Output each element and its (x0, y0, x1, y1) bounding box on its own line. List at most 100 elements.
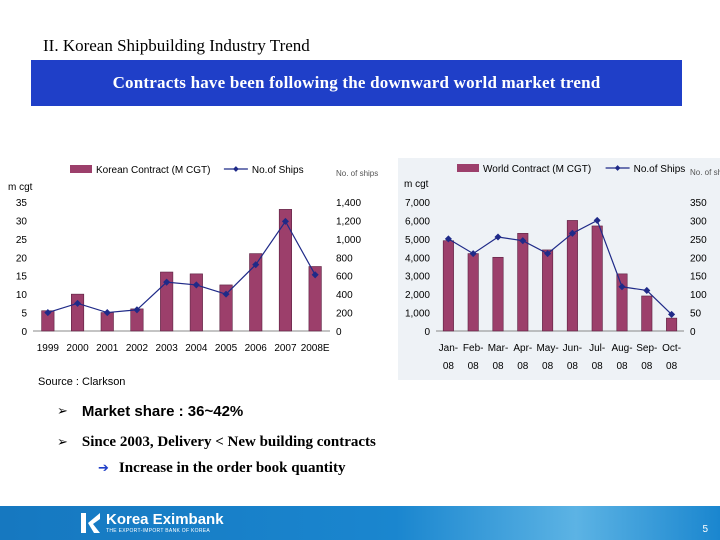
contract-bar (641, 295, 653, 332)
y-tick-label-left: 35 (16, 198, 28, 209)
contract-bar (308, 266, 322, 332)
y-tick-label-right: 350 (690, 198, 707, 209)
contract-bar (616, 273, 628, 332)
ships-point-marker (222, 290, 230, 298)
contract-bar (591, 225, 603, 332)
y-tick-label-left: 7,000 (405, 198, 430, 209)
y-tick-label-left: 1,000 (405, 309, 430, 320)
y-tick-label-right: 250 (690, 235, 707, 246)
x-tick-label: 2003 (156, 343, 179, 354)
x-tick-label: 2001 (96, 343, 119, 354)
ships-point-marker (252, 261, 260, 269)
ships-line (47, 220, 316, 314)
contract-bar (442, 240, 454, 332)
y-tick-label-right: 1,000 (336, 235, 361, 246)
ships-point-marker (668, 310, 676, 318)
footer-bar (0, 506, 720, 540)
contract-bar (467, 253, 479, 332)
legend-bar-label: World Contract (M CGT) (483, 164, 591, 175)
x-tick-label: Jan-08 (439, 343, 458, 372)
slide-title: II. Korean Shipbuilding Industry Trend (43, 36, 310, 55)
y-tick-label-left: 5,000 (405, 235, 430, 246)
source-note: Source : Clarkson (38, 376, 126, 388)
right-axis-unit-label: No. of ships (690, 168, 720, 177)
y-tick-label-left: 5 (21, 309, 27, 320)
y-tick-label-left: 2,000 (405, 290, 430, 301)
ships-point-marker (74, 299, 82, 307)
x-tick-label: 2002 (126, 343, 149, 354)
left-axis-unit-label: m cgt (404, 179, 429, 190)
y-tick-label-right: 1,400 (336, 198, 361, 209)
y-tick-label-right: 50 (690, 309, 702, 320)
y-tick-label-left: 3,000 (405, 272, 430, 283)
contract-bar (492, 256, 504, 332)
y-tick-label-left: 10 (16, 290, 28, 301)
y-tick-label-right: 0 (336, 327, 342, 338)
right-arrow-icon: ➔ (98, 461, 109, 476)
bullet-text: Market share : 36~42% (81, 403, 244, 420)
y-tick-label-right: 300 (690, 216, 707, 227)
ships-point-marker (444, 235, 452, 243)
ships-point-marker (281, 217, 289, 225)
legend-line-marker (233, 166, 239, 172)
bullet-arrow-icon: ➢ (57, 404, 68, 419)
legend-bar-swatch (457, 164, 479, 172)
x-tick-label: Jul-08 (589, 343, 605, 372)
logo-tagline: THE EXPORT-IMPORT BANK OF KOREA (106, 528, 211, 534)
korea-eximbank-logo-icon (81, 513, 100, 533)
ships-point-marker (593, 216, 601, 224)
ships-point-marker (568, 229, 576, 237)
y-tick-label-right: 400 (336, 290, 353, 301)
ships-point-marker (192, 281, 200, 289)
contract-bar (71, 293, 85, 332)
x-tick-label: 2008E (301, 343, 330, 354)
y-tick-label-right: 150 (690, 272, 707, 283)
x-tick-label: Oct-08 (662, 343, 681, 372)
y-tick-label-left: 30 (16, 216, 28, 227)
bullet-text: Increase in the order book quantity (118, 460, 346, 476)
x-tick-label: 1999 (37, 343, 60, 354)
legend-line-label: No.of Ships (634, 164, 686, 175)
right-axis-unit-label: No. of ships (336, 169, 378, 178)
page-number: 5 (702, 524, 708, 535)
headline-banner: Contracts have been following the downwa… (31, 60, 682, 106)
ships-point-marker (519, 237, 527, 245)
legend-bar-swatch (70, 165, 92, 173)
x-tick-label: Jun-08 (563, 343, 582, 372)
y-tick-label-right: 200 (336, 309, 353, 320)
ships-point-marker (311, 271, 319, 279)
ships-point-marker (618, 283, 626, 291)
bullet-arrow-icon: ➢ (57, 435, 68, 450)
legend-line-label: No.of Ships (252, 165, 304, 176)
y-tick-label-right: 1,200 (336, 216, 361, 227)
contract-bar (249, 253, 263, 332)
contract-bar (278, 209, 292, 332)
x-tick-label: 2006 (245, 343, 268, 354)
x-tick-label: Sep-08 (636, 343, 657, 372)
y-tick-label-right: 0 (690, 327, 696, 338)
x-tick-label: May-08 (536, 343, 558, 372)
ships-line (448, 219, 673, 315)
y-tick-label-left: 0 (21, 327, 27, 338)
y-tick-label-left: 15 (16, 272, 28, 283)
ships-point-marker (643, 286, 651, 294)
y-tick-label-right: 800 (336, 253, 353, 264)
left-axis-unit-label: m cgt (8, 182, 33, 193)
ships-point-marker (494, 233, 502, 241)
contract-bar (189, 273, 203, 332)
contract-bar (517, 233, 529, 332)
y-tick-label-left: 20 (16, 253, 28, 264)
bullet-delivery: ➢ Since 2003, Delivery < New building co… (57, 434, 376, 451)
contract-bar (666, 317, 678, 332)
contract-bar (566, 220, 578, 332)
x-tick-label: Apr-08 (513, 343, 532, 372)
x-tick-label: 2007 (274, 343, 297, 354)
sub-bullet-order-book: ➔ Increase in the order book quantity (98, 460, 345, 477)
logo-name: Korea Eximbank (106, 511, 224, 528)
contract-bar (160, 271, 174, 332)
ships-point-marker (544, 250, 552, 258)
bullet-market-share: ➢ Market share : 36~42% (57, 403, 243, 420)
y-tick-label-right: 100 (690, 290, 707, 301)
y-tick-label-left: 6,000 (405, 216, 430, 227)
contract-bar (219, 284, 233, 332)
